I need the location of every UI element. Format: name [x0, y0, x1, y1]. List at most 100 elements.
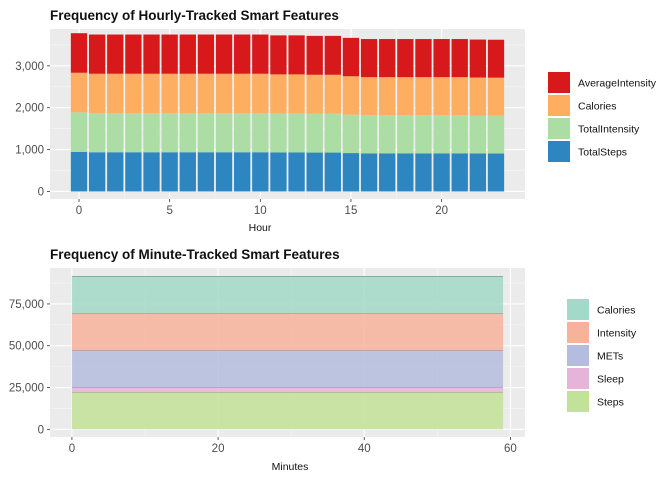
legend-key-averageintensity — [548, 72, 570, 93]
hourly-bars — [70, 33, 505, 192]
legend-key-calories — [567, 299, 589, 320]
legend-key-sleep — [567, 368, 589, 389]
bar-calories-hour-10 — [252, 73, 269, 113]
bar-averageintensity-hour-2 — [107, 34, 124, 74]
bar-averageintensity-hour-18 — [397, 39, 414, 78]
bar-totalsteps-hour-22 — [469, 153, 487, 192]
bar-averageintensity-hour-22 — [469, 39, 487, 78]
bar-averageintensity-hour-11 — [270, 35, 287, 75]
bar-totalsteps-hour-8 — [215, 152, 233, 192]
bar-totalintensity-hour-4 — [143, 112, 160, 153]
bar-totalsteps-hour-17 — [379, 153, 396, 192]
x-tick-label: 20 — [212, 443, 225, 455]
minute-x-axis-title: Minutes — [272, 461, 309, 473]
minute-chart: Frequency of Minute-Tracked Smart Featur… — [9, 247, 637, 473]
bar-averageintensity-hour-6 — [179, 34, 196, 74]
bar-totalsteps-hour-21 — [451, 153, 468, 192]
minute-x-axis: 0 20 40 60 — [69, 437, 517, 455]
legend-key-totalintensity — [548, 118, 570, 139]
bar-totalintensity-hour-3 — [125, 112, 142, 153]
bar-totalsteps-hour-4 — [143, 152, 160, 192]
hourly-y-axis: 0 1,000 2,000 3,000 — [15, 61, 50, 198]
hourly-legend: AverageIntensity Calories TotalIntensity To… — [548, 72, 657, 162]
bar-calories-hour-22 — [469, 77, 487, 116]
bar-totalintensity-hour-0 — [70, 112, 88, 152]
bar-averageintensity-hour-4 — [143, 34, 160, 74]
bar-averageintensity-hour-16 — [360, 39, 378, 78]
y-tick-label: 0 — [38, 424, 44, 436]
legend-label-mets: METs — [597, 351, 623, 363]
bar-totalintensity-hour-23 — [487, 115, 505, 154]
bar-averageintensity-hour-7 — [197, 34, 215, 74]
hourly-x-axis: 0 5 10 15 20 — [76, 199, 448, 217]
area-sleep — [71, 387, 504, 393]
bar-totalintensity-hour-8 — [215, 112, 233, 153]
bar-averageintensity-hour-10 — [252, 34, 269, 74]
hourly-chart: Frequency of Hourly-Tracked Smart Featur… — [15, 8, 657, 234]
bar-calories-hour-3 — [125, 73, 142, 113]
bar-totalintensity-hour-10 — [252, 112, 269, 153]
bar-totalsteps-hour-14 — [324, 152, 341, 192]
area-calories — [71, 276, 504, 314]
x-tick-label: 60 — [504, 443, 517, 455]
bar-calories-hour-12 — [288, 74, 305, 114]
legend-label-totalintensity: TotalIntensity — [578, 124, 640, 136]
bar-averageintensity-hour-17 — [379, 39, 396, 78]
minute-legend: Calories Intensity METs Sleep Steps — [567, 299, 637, 412]
x-tick-label: 15 — [345, 205, 358, 217]
area-mets — [71, 350, 504, 388]
hourly-x-axis-title: Hour — [249, 222, 272, 234]
x-tick-label: 0 — [76, 205, 82, 217]
x-tick-label: 20 — [435, 205, 448, 217]
bar-totalsteps-hour-19 — [415, 153, 432, 192]
legend-key-mets — [567, 345, 589, 366]
bar-totalsteps-hour-5 — [161, 152, 178, 192]
bar-totalsteps-hour-23 — [487, 153, 505, 192]
legend-label-calories: Calories — [578, 101, 617, 113]
bar-averageintensity-hour-15 — [342, 37, 360, 77]
bar-calories-hour-5 — [161, 73, 178, 113]
area-steps — [71, 392, 504, 430]
bar-totalsteps-hour-13 — [306, 152, 323, 192]
bar-calories-hour-15 — [342, 76, 360, 115]
y-tick-label: 1,000 — [15, 145, 44, 157]
y-tick-label: 2,000 — [15, 103, 44, 115]
bar-totalsteps-hour-20 — [433, 153, 450, 192]
x-tick-label: 40 — [358, 443, 371, 455]
bar-averageintensity-hour-14 — [324, 35, 341, 75]
bar-calories-hour-2 — [107, 73, 124, 113]
bar-totalintensity-hour-17 — [379, 115, 396, 154]
bar-calories-hour-9 — [234, 73, 251, 113]
bar-totalintensity-hour-6 — [179, 112, 196, 153]
bar-totalsteps-hour-18 — [397, 153, 414, 192]
bar-totalintensity-hour-14 — [324, 113, 341, 153]
bar-calories-hour-18 — [397, 77, 414, 116]
bar-averageintensity-hour-20 — [433, 39, 450, 78]
legend-key-steps — [567, 391, 589, 412]
hourly-chart-title: Frequency of Hourly-Tracked Smart Featur… — [50, 8, 339, 23]
minute-areas — [71, 276, 504, 430]
bar-totalsteps-hour-6 — [179, 152, 196, 192]
y-tick-label: 3,000 — [15, 61, 44, 73]
bar-totalintensity-hour-2 — [107, 112, 124, 153]
bar-calories-hour-6 — [179, 73, 196, 113]
bar-totalsteps-hour-11 — [270, 152, 287, 192]
area-intensity — [71, 313, 504, 351]
bar-totalintensity-hour-13 — [306, 113, 323, 153]
legend-label-intensity: Intensity — [597, 328, 637, 340]
bar-averageintensity-hour-13 — [306, 35, 323, 75]
legend-label-steps: Steps — [597, 397, 624, 409]
bar-calories-hour-23 — [487, 77, 505, 116]
bar-averageintensity-hour-5 — [161, 34, 178, 74]
bar-totalintensity-hour-15 — [342, 114, 360, 154]
bar-totalsteps-hour-9 — [234, 152, 251, 192]
bar-calories-hour-21 — [451, 77, 468, 116]
bar-averageintensity-hour-12 — [288, 35, 305, 75]
bar-averageintensity-hour-3 — [125, 34, 142, 74]
bar-totalintensity-hour-12 — [288, 113, 305, 153]
y-tick-label: 25,000 — [9, 383, 44, 395]
bar-totalintensity-hour-1 — [88, 112, 106, 153]
legend-key-intensity — [567, 322, 589, 343]
minute-chart-title: Frequency of Minute-Tracked Smart Featur… — [50, 247, 340, 262]
